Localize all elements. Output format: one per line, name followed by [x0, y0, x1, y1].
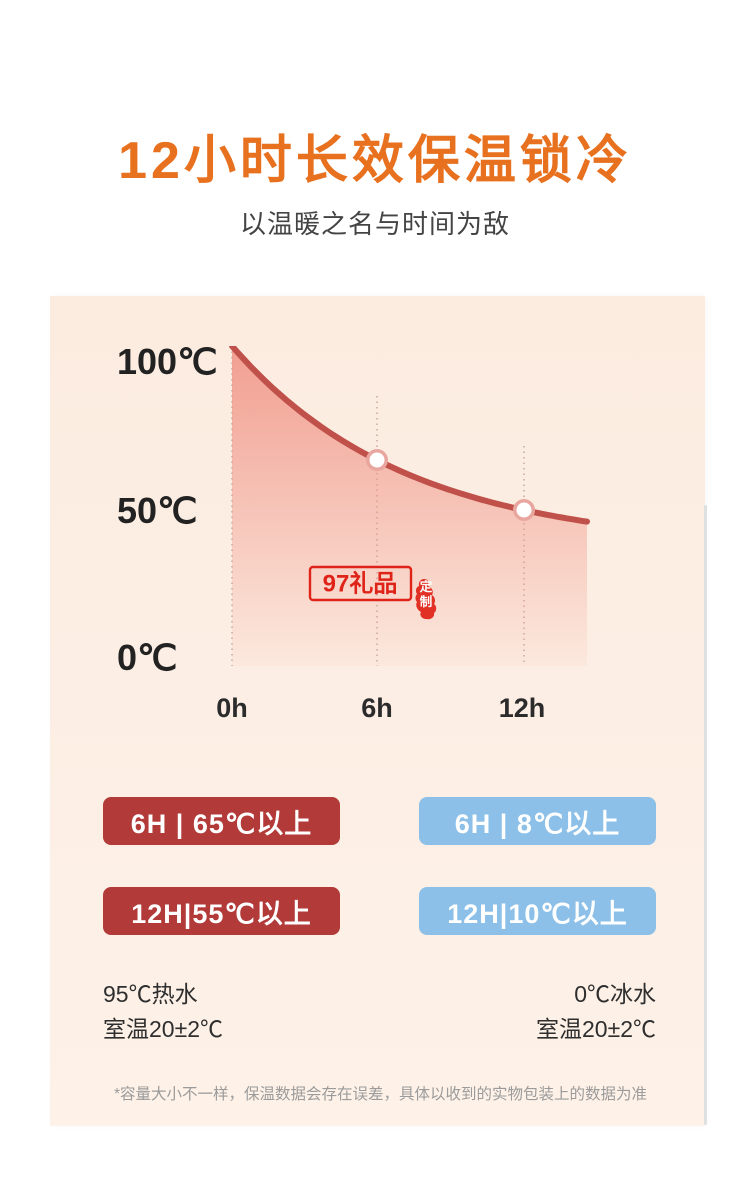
svg-text:定: 定 — [419, 579, 433, 594]
svg-text:97礼品: 97礼品 — [323, 570, 398, 598]
svg-text:制: 制 — [420, 594, 433, 609]
